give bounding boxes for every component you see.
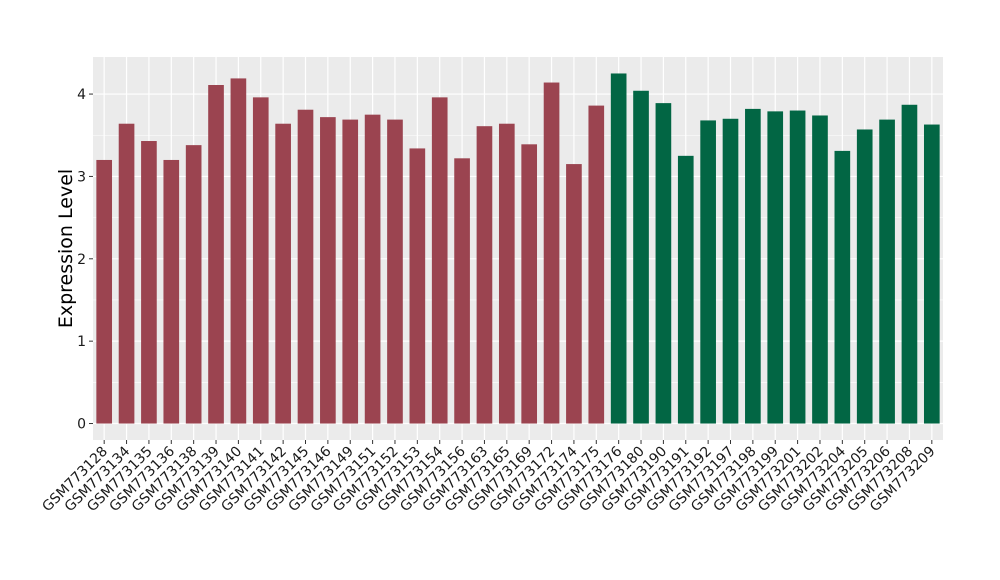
bar-GSM773205 xyxy=(856,129,873,424)
bar-GSM773151 xyxy=(364,114,381,424)
bar-GSM773141 xyxy=(252,97,269,424)
bar-GSM773209 xyxy=(923,124,940,424)
bar-GSM773191 xyxy=(677,155,694,424)
bar-GSM773199 xyxy=(767,111,784,424)
bar-GSM773204 xyxy=(834,150,851,424)
bar-GSM773165 xyxy=(498,123,515,424)
bar-GSM773180 xyxy=(633,90,649,424)
bar-GSM773140 xyxy=(230,78,247,424)
bar-GSM773163 xyxy=(476,126,493,424)
bar-GSM773134 xyxy=(118,123,135,424)
bar-GSM773198 xyxy=(745,108,761,424)
bar-GSM773192 xyxy=(700,120,716,424)
bar-GSM773152 xyxy=(387,119,403,424)
bar-GSM773154 xyxy=(431,97,448,424)
bar-GSM773145 xyxy=(297,109,314,424)
bar-GSM773208 xyxy=(901,104,918,424)
bar-GSM773172 xyxy=(543,82,560,424)
bar-GSM773146 xyxy=(320,117,336,424)
y-tick-label: 1 xyxy=(77,334,86,350)
bar-GSM773128 xyxy=(96,159,113,424)
y-axis-title: Expression Level xyxy=(55,169,77,328)
y-tick-label: 2 xyxy=(77,252,86,268)
bar-GSM773153 xyxy=(409,148,426,424)
bar-GSM773176 xyxy=(610,73,627,424)
bar-GSM773206 xyxy=(879,119,895,424)
x-axis: GSM773128GSM773134GSM773135GSM773136GSM7… xyxy=(39,440,939,515)
y-tick-label: 4 xyxy=(77,87,86,103)
y-axis: 0 1 2 3 4 xyxy=(77,87,93,433)
bar-GSM773174 xyxy=(566,164,582,424)
bar-GSM773139 xyxy=(208,85,224,424)
bar-GSM773197 xyxy=(722,118,739,424)
bar-GSM773136 xyxy=(163,159,180,424)
y-tick-label: 0 xyxy=(77,417,86,433)
bar-GSM773135 xyxy=(141,141,157,424)
bar-GSM773138 xyxy=(185,145,202,424)
bar-GSM773202 xyxy=(812,115,828,424)
bar-GSM773201 xyxy=(789,110,806,424)
bar-GSM773190 xyxy=(655,103,672,424)
bar-GSM773175 xyxy=(588,105,605,424)
bars xyxy=(96,73,940,424)
bar-GSM773142 xyxy=(275,123,291,424)
y-tick-label: 3 xyxy=(77,169,86,185)
bar-GSM773169 xyxy=(521,144,538,424)
bar-GSM773149 xyxy=(342,119,359,424)
bar-GSM773156 xyxy=(454,158,470,424)
